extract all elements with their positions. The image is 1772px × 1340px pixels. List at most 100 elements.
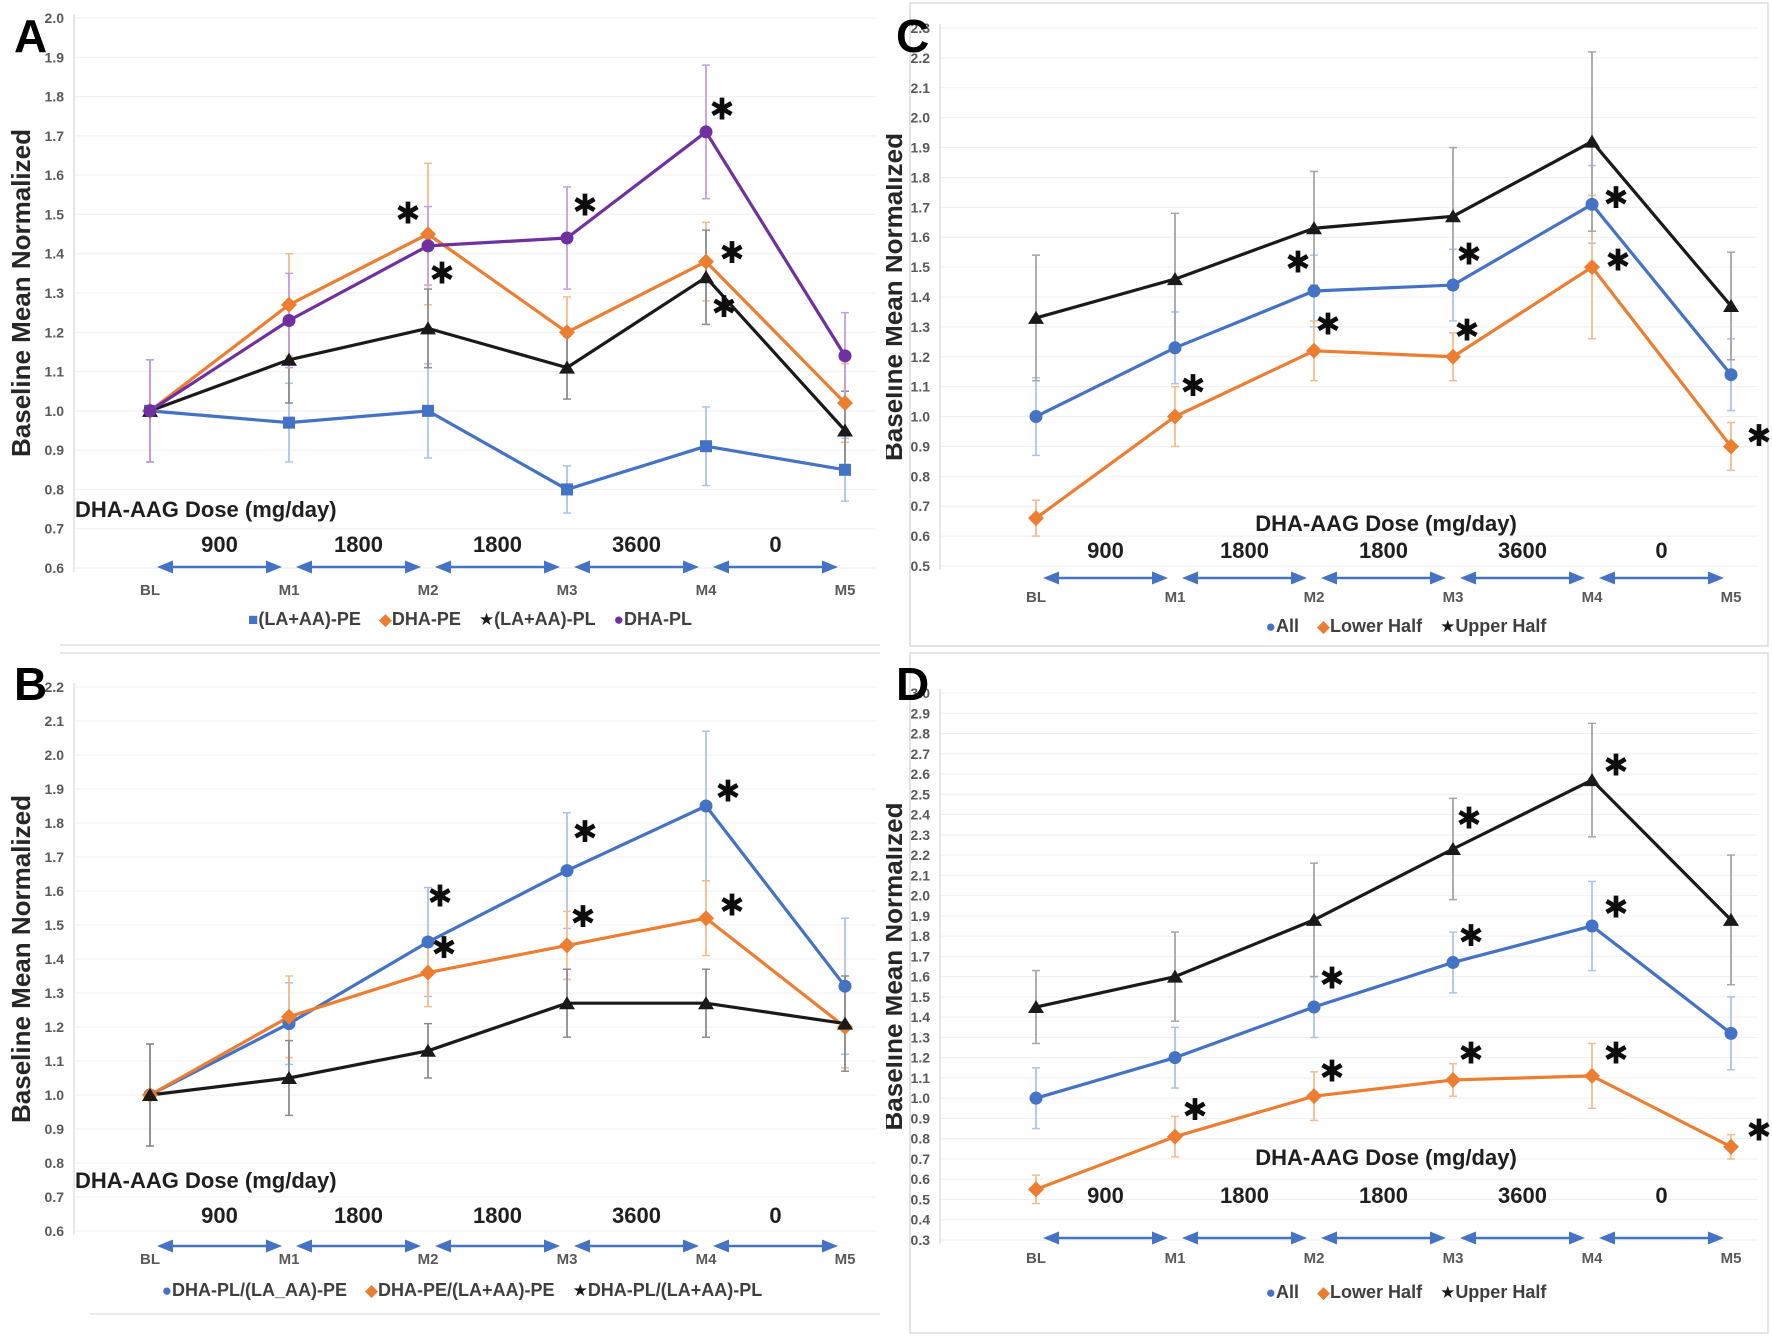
arrowhead-right-icon [822,560,838,574]
series-markers-DHA-PL/(LA+AA)-PL [142,996,853,1101]
data-point-circle-marker [1029,1091,1043,1105]
dose-values: 900 1800 1800 3600 0 [1087,538,1667,563]
significance-asterisk: ✱ [1746,420,1771,453]
y-tick-label: 1.8 [911,169,931,185]
data-point-diamond-marker [1584,1067,1600,1084]
arrowhead-left-icon [1599,1231,1615,1245]
y-axis-tick-labels: 0.3 0.4 0.5 0.6 0.7 0.8 0.9 1.0 1.1 1.2 1.3 1.4 1.5 1… [911,685,931,1248]
y-tick-label: 1.5 [45,917,65,933]
series-line-Upper Half [1035,139,1733,320]
y-tick-label: 1.0 [911,1090,931,1106]
y-tick-label: 0.7 [45,521,65,537]
arrowhead-right-icon [1291,1231,1307,1245]
data-point-diamond-marker [1723,1138,1739,1155]
arrowhead-left-icon [1043,1231,1059,1245]
arrowhead-left-icon [1321,1231,1337,1245]
y-tick-label: 0.7 [911,498,931,514]
dose-value-label: 3600 [1498,1183,1547,1208]
significance-asterisk: ✱ [1285,247,1310,280]
x-category-label: M1 [279,1251,300,1268]
y-tick-label: 0.8 [45,481,65,497]
y-tick-label: 0.4 [911,1212,931,1228]
y-tick-label: 1.0 [911,409,931,425]
y-tick-label: 0.6 [45,1223,65,1239]
data-point-triangle-marker [1306,221,1322,235]
y-tick-label: 1.0 [45,1087,65,1103]
significance-asterisk: ✱ [1319,963,1344,996]
series-line-Lower Half [1035,265,1733,520]
data-point-circle-marker [1029,410,1043,424]
data-point-circle-marker [143,404,157,418]
data-point-triangle-marker [420,1043,436,1057]
x-axis-category-labels: BL M1 M2 M3 M4 M5 [1026,589,1741,606]
data-point-circle-marker [1585,197,1599,211]
y-tick-label: 1.5 [911,989,931,1005]
y-tick-label: 2.1 [911,867,931,883]
data-point-triangle-marker [1306,912,1322,926]
x-category-label: M4 [1582,589,1603,606]
data-point-triangle-marker [1584,134,1600,148]
legend-item-label: DHA-PL/(LA+AA)-PL [588,1280,762,1300]
y-axis-title: Baseline Mean Normalized [886,133,908,461]
data-point-diamond-marker [1306,342,1322,359]
x-category-label: M2 [1304,1250,1325,1267]
x-category-label: M4 [1582,1250,1603,1267]
data-point-square-marker [422,404,434,417]
y-axis-tick-labels: 0.6 0.7 0.8 0.9 1.0 1.1 1.2 1.3 1.4 1.5 1.6 1.7 1.8 1… [45,10,65,576]
y-tick-label: 2.4 [911,807,931,823]
x-category-label: M3 [557,1251,578,1268]
data-point-diamond-marker [1028,510,1044,527]
data-point-circle-marker [1307,284,1321,298]
arrowhead-left-icon [157,1239,173,1253]
x-category-label: M4 [696,582,717,599]
legend-marker-icon: ★ [573,1281,588,1300]
dose-axis-title: DHA-AAG Dose (mg/day) [1255,1145,1517,1170]
y-tick-label: 1.2 [45,324,65,340]
data-point-triangle-marker [1028,310,1044,324]
y-tick-label: 1.3 [911,319,931,335]
x-category-label: M1 [279,582,300,599]
data-point-diamond-marker [559,324,575,341]
y-tick-label: 3.0 [911,685,931,701]
y-tick-label: 1.8 [911,928,931,944]
legend: ●All ◆Lower Half ★Upper Half [1266,616,1548,636]
x-axis-category-labels: BL M1 M2 M3 M4 M5 [140,582,855,599]
gridlines [74,17,876,569]
y-tick-label: 1.2 [911,349,931,365]
y-tick-label: 2.1 [45,713,65,729]
data-point-triangle-marker [1028,1000,1044,1014]
dose-value-label: 0 [1655,538,1667,563]
series-line-(LA+AA)-PL [149,275,847,432]
dose-values: 900 1800 1800 3600 0 [201,532,781,557]
y-tick-label: 1.6 [911,969,931,985]
significance-asterisk: ✱ [715,776,740,809]
y-tick-label: 0.9 [45,442,65,458]
data-point-diamond-marker [837,395,853,411]
significance-asterisk: ✱ [1458,1037,1483,1070]
y-tick-label: 1.1 [911,1070,931,1086]
significance-asterisk: ✱ [1746,1114,1771,1147]
arrowhead-left-icon [1182,1231,1198,1245]
data-point-triangle-marker [1723,912,1739,926]
x-category-label: M3 [1443,1250,1464,1267]
legend-marker-icon: ◆ [1317,617,1331,636]
y-tick-label: 2.0 [911,110,931,126]
significance-asterisk: ✱ [1603,891,1628,924]
data-point-circle-marker [699,125,713,139]
y-tick-label: 0.5 [911,558,931,574]
significance-asterisk: ✱ [1605,245,1630,278]
x-category-label: M5 [835,582,856,599]
data-point-triangle-marker [559,996,575,1010]
arrowhead-left-icon [1321,571,1337,585]
dose-value-label: 1800 [1220,538,1269,563]
panel-letter-label: A [14,10,47,62]
y-tick-label: 1.8 [45,89,65,105]
panel-letter-label: C [896,10,929,62]
arrowhead-right-icon [1569,1231,1585,1245]
legend: ●All ◆Lower Half ★Upper Half [1266,1282,1548,1302]
x-category-label: BL [1026,589,1046,606]
series-line-All [1035,924,1732,1100]
arrowhead-right-icon [683,1239,699,1253]
y-tick-label: 1.7 [45,849,65,865]
arrowhead-right-icon [405,1239,421,1253]
